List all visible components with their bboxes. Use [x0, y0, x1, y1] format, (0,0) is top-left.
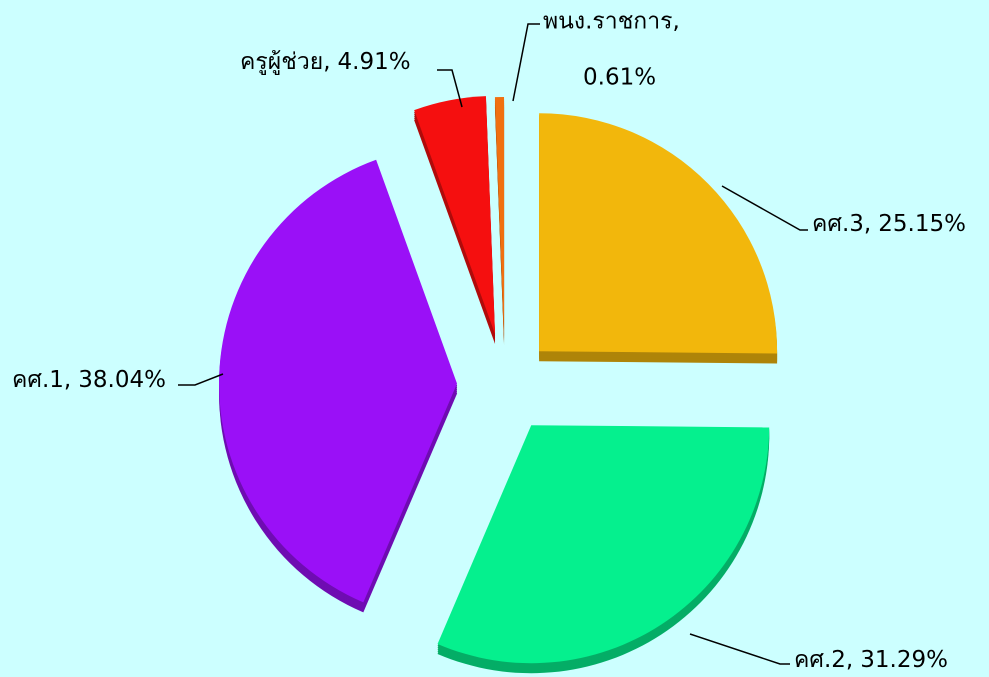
- data-label-name: พนง.ราชการ,: [543, 9, 680, 35]
- leader-line: [512, 23, 540, 102]
- data-label: คศ.2, 31.29%: [794, 647, 948, 673]
- slice-group: [539, 113, 778, 364]
- data-label-value: 31.29%: [860, 647, 948, 673]
- data-label-value: 4.91%: [338, 49, 411, 75]
- data-label-value: 0.61%: [583, 65, 656, 91]
- data-label: คศ.3, 25.15%: [812, 211, 966, 237]
- slice: [414, 96, 496, 334]
- slice: [437, 425, 770, 664]
- slice-group: [414, 96, 496, 344]
- data-label-name: คศ.3,: [812, 211, 871, 237]
- leader-line: [178, 373, 224, 386]
- leader-line: [689, 633, 790, 665]
- slice: [219, 159, 458, 603]
- slice: [539, 113, 778, 354]
- leader-line: [437, 69, 463, 108]
- data-label: คศ.1, 38.04%: [12, 367, 166, 393]
- slice-group: [494, 97, 505, 346]
- data-label-value: 25.15%: [878, 211, 966, 237]
- slice-group: [437, 425, 770, 674]
- slice-group: [219, 159, 458, 613]
- data-label-name: ครูผู้ช่วย,: [240, 49, 331, 75]
- data-label: ครูผู้ช่วย, 4.91%: [240, 49, 411, 75]
- leader-line: [721, 185, 808, 231]
- data-label-name: คศ.1,: [12, 367, 71, 393]
- slice: [494, 97, 505, 336]
- data-label-value: 38.04%: [78, 367, 166, 393]
- data-label-name: คศ.2,: [794, 647, 853, 673]
